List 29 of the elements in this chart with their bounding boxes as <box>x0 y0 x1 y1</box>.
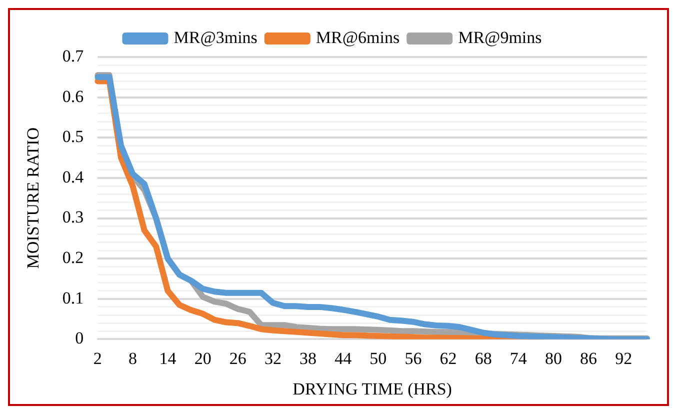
y-tick-label: 0.5 <box>62 127 84 146</box>
x-tick-label: 56 <box>404 348 422 368</box>
x-tick-label: 8 <box>128 348 137 368</box>
y-tick-label: 0.7 <box>62 46 84 66</box>
y-axis-title: MOISTURE RATIO <box>24 128 43 269</box>
x-tick-label: 80 <box>544 348 562 368</box>
x-tick-label: 50 <box>370 348 387 368</box>
y-tick-label: 0.4 <box>62 167 84 186</box>
x-tick-label: 38 <box>300 348 317 368</box>
y-tick-label: 0.2 <box>62 248 84 268</box>
x-tick-label: 2 <box>93 348 102 368</box>
x-tick-label: 68 <box>474 348 492 368</box>
y-tick-label: 0 <box>75 328 84 348</box>
x-tick-label: 20 <box>194 348 212 368</box>
x-tick-label: 44 <box>334 348 352 368</box>
x-tick-label: 62 <box>440 348 457 368</box>
x-tick-label: 26 <box>229 348 246 368</box>
legend-label: MR@6mins <box>316 28 400 47</box>
y-tick-label: 0.3 <box>62 208 84 227</box>
x-tick-label: 92 <box>615 348 632 368</box>
x-tick-label: 14 <box>159 348 177 368</box>
x-tick-label: 74 <box>510 348 528 368</box>
x-tick-label: 32 <box>264 348 282 368</box>
legend-label: MR@3mins <box>174 28 258 47</box>
y-tick-label: 0.1 <box>62 288 84 308</box>
x-axis-title: DRYING TIME (HRS) <box>292 379 452 398</box>
y-tick-label: 0.6 <box>62 86 84 106</box>
legend-label: MR@9mins <box>458 28 542 47</box>
x-tick-label: 86 <box>580 348 598 368</box>
